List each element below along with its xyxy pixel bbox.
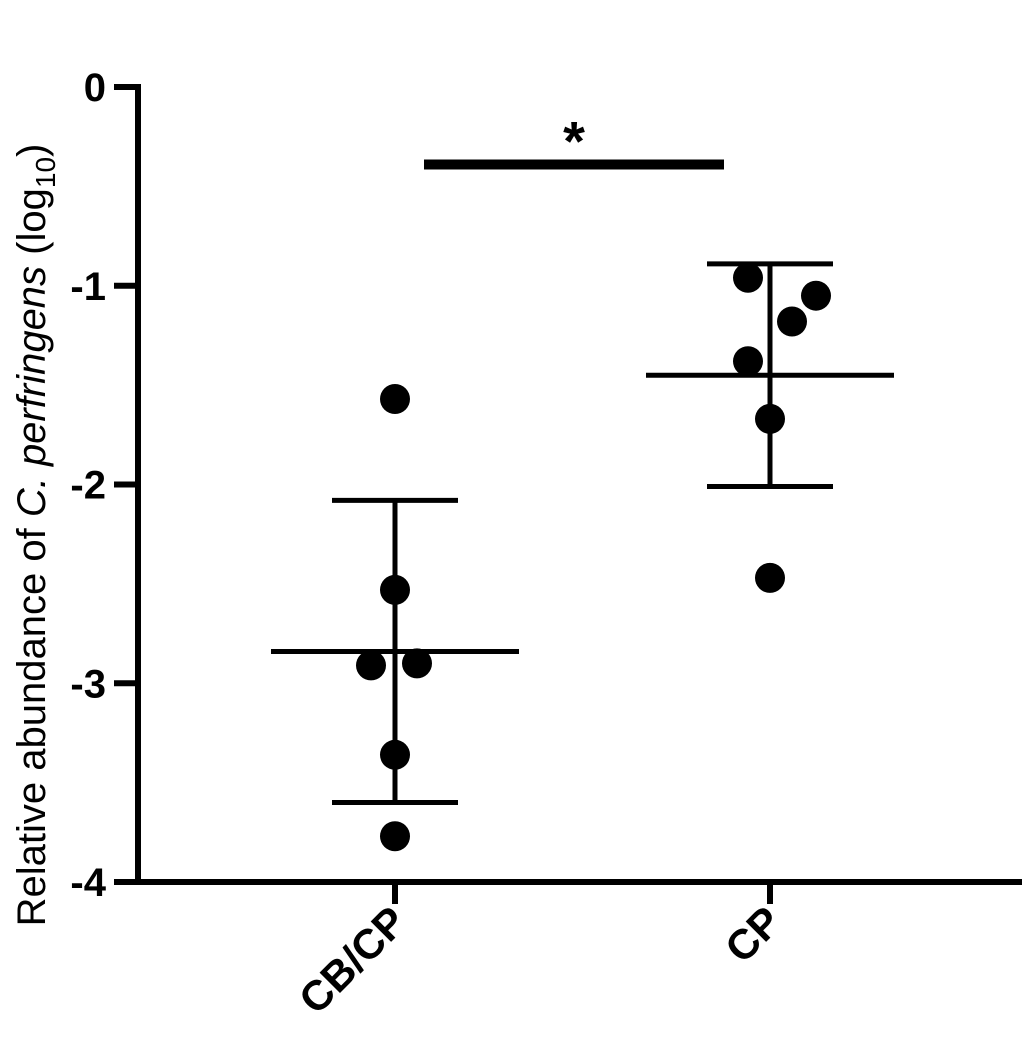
data-point	[755, 403, 785, 434]
y-axis-label-prefix: Relative abundance of	[10, 517, 54, 926]
significance-label: *	[563, 110, 585, 173]
group-0	[271, 384, 519, 852]
y-ticks: 0 -1 -2 -3 -4	[70, 66, 138, 905]
data-point	[380, 739, 410, 770]
y-axis-label-unit-subscript: 10	[30, 157, 61, 188]
axes: 0 -1 -2 -3 -4 CB/CP CP	[70, 66, 1022, 1023]
y-tick-label: -3	[70, 662, 106, 706]
y-axis-label: Relative abundance of C. perfringens (lo…	[10, 144, 61, 927]
data-point	[777, 306, 807, 337]
data-point	[801, 280, 831, 311]
data-point	[755, 562, 785, 593]
y-tick-label: -4	[70, 861, 106, 905]
y-tick-label: -1	[70, 265, 106, 309]
y-tick-label: -2	[70, 464, 106, 508]
x-ticks: CB/CP CP	[290, 882, 791, 1023]
y-tick-label: 0	[84, 66, 106, 110]
category-label: CP	[716, 897, 791, 972]
data-point	[402, 648, 432, 679]
y-axis-label-unit: (log	[10, 188, 54, 266]
y-axis-label-species: C. perfringens	[10, 266, 54, 517]
y-axis-label-unit-close: )	[10, 144, 54, 157]
data-point	[733, 346, 763, 377]
data-point	[380, 821, 410, 852]
data-point	[356, 650, 386, 681]
data-groups	[271, 261, 894, 852]
data-point	[380, 574, 410, 605]
significance-annotation: *	[424, 110, 724, 173]
category-label: CB/CP	[290, 897, 416, 1023]
data-point	[380, 384, 410, 415]
group-1	[646, 261, 894, 593]
data-point	[733, 262, 763, 293]
